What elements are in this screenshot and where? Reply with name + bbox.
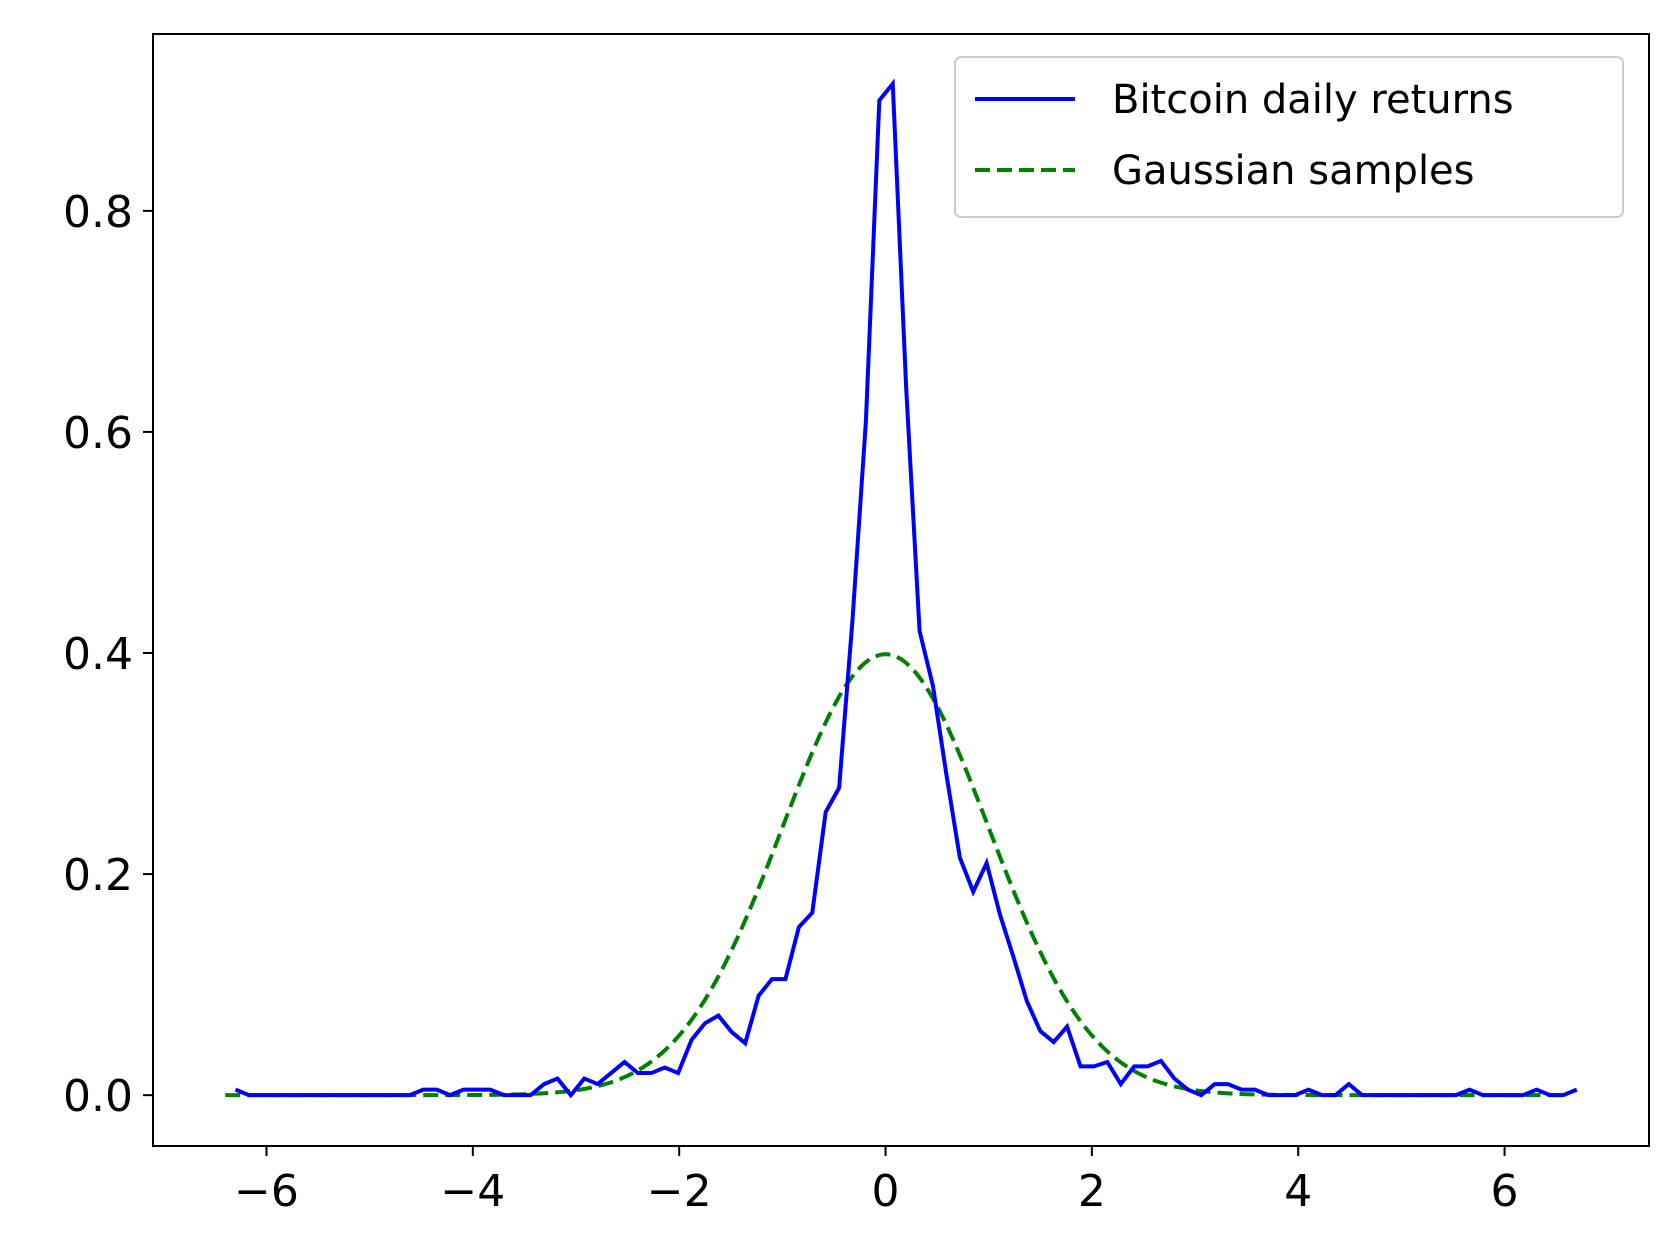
- legend-label-gaussian: Gaussian samples: [1112, 148, 1475, 194]
- plot-frame: [152, 33, 1650, 1147]
- y-tick-label: 0.8: [63, 187, 133, 238]
- y-tick-label: 0.2: [63, 850, 133, 901]
- axis-ticks: −6 −4 −2 0 2 4 6 0.0 0.2 0.4 0.6 0.8: [63, 187, 1519, 1217]
- y-tick-label: 0.4: [63, 629, 133, 680]
- legend: Bitcoin daily returns Gaussian samples: [954, 56, 1624, 218]
- x-tick-label: 2: [1078, 1166, 1106, 1217]
- y-tick-label: 0.0: [63, 1071, 133, 1122]
- series-layer: [225, 78, 1578, 1099]
- x-tick-label: −6: [234, 1166, 299, 1217]
- plot-area: [153, 34, 1649, 1146]
- legend-label-bitcoin: Bitcoin daily returns: [1112, 77, 1514, 123]
- y-tick-label: 0.6: [63, 408, 133, 459]
- legend-box: [954, 56, 1624, 218]
- x-tick-label: −2: [647, 1166, 712, 1217]
- x-tick-label: 0: [872, 1166, 900, 1217]
- x-tick-label: 4: [1284, 1166, 1312, 1217]
- series-line-bitcoin: [234, 78, 1578, 1099]
- x-tick-label: 6: [1491, 1166, 1519, 1217]
- x-tick-label: −4: [440, 1166, 505, 1217]
